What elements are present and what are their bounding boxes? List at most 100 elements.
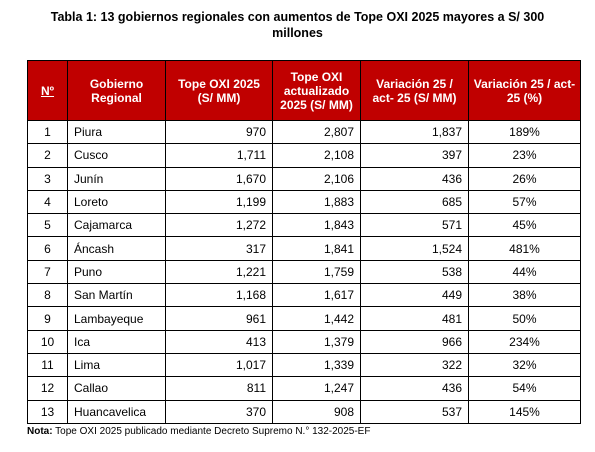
table-cell: 12 [27, 376, 68, 401]
table-cell: 370 [165, 399, 273, 424]
header-row: Nº Gobierno Regional Tope OXI 2025 (S/ MM)… [27, 60, 581, 121]
table-cell: 189% [468, 119, 581, 145]
header-cell: Nº [27, 60, 68, 121]
table-cell: 6 [27, 236, 68, 261]
table-cell: 481% [468, 236, 581, 261]
table-cell: 2,108 [272, 143, 361, 168]
table-cell: 322 [360, 352, 469, 378]
table-cell: 7 [27, 259, 68, 285]
table-body: 1 Piura 970 2,807 1,837 189% 2 Cusco 1,711 2,108 3… [27, 119, 581, 424]
table-cell: 1,442 [272, 306, 361, 331]
table-cell: 1,524 [360, 236, 469, 261]
table-cell: 1,017 [165, 352, 273, 378]
table-cell: 397 [360, 143, 469, 168]
table-cell: 436 [360, 376, 469, 401]
header-cell: Tope OXI 2025 (S/ MM) [165, 60, 273, 121]
table-cell: 538 [360, 259, 469, 285]
table-cell: 1,837 [360, 119, 469, 145]
table-row: 9 Lambayeque 961 1,442 481 50% [27, 306, 581, 331]
table-cell: 13 [27, 399, 68, 424]
table-cell: Callao [67, 376, 166, 401]
table-row: 11 Lima 1,017 1,339 322 32% [27, 352, 581, 378]
table-cell: Ica [67, 329, 166, 354]
table-cell: 54% [468, 376, 581, 401]
table-cell: 32% [468, 352, 581, 378]
table-row: 7 Puno 1,221 1,759 538 44% [27, 259, 581, 285]
table-cell: 9 [27, 306, 68, 331]
note: Nota: Tope OXI 2025 publicado mediante D… [27, 426, 370, 437]
table-cell: 11 [27, 352, 68, 378]
note-text: Tope OXI 2025 publicado mediante Decreto… [55, 426, 371, 437]
table-cell: Huancavelica [67, 399, 166, 424]
table-cell: 449 [360, 283, 469, 308]
table-cell: 1,199 [165, 189, 273, 215]
table-row: 4 Loreto 1,199 1,883 685 57% [27, 189, 581, 215]
table-cell: Áncash [67, 236, 166, 261]
table-cell: 234% [468, 329, 581, 354]
table-cell: 1,843 [272, 213, 361, 238]
table-cell: 45% [468, 213, 581, 238]
table-cell: Cajamarca [67, 213, 166, 238]
table-cell: 38% [468, 283, 581, 308]
table-cell: 908 [272, 399, 361, 424]
table-cell: 970 [165, 119, 273, 145]
table-cell: 57% [468, 189, 581, 215]
table-row: 5 Cajamarca 1,272 1,843 571 45% [27, 213, 581, 238]
table-row: 8 San Martín 1,168 1,617 449 38% [27, 283, 581, 308]
table-cell: 436 [360, 166, 469, 191]
table-row: 1 Piura 970 2,807 1,837 189% [27, 119, 581, 145]
table-cell: Loreto [67, 189, 166, 215]
table-cell: Lambayeque [67, 306, 166, 331]
table-cell: 23% [468, 143, 581, 168]
table-cell: 1,759 [272, 259, 361, 285]
table-cell: 1,168 [165, 283, 273, 308]
table-cell: 5 [27, 213, 68, 238]
table-row: 6 Áncash 317 1,841 1,524 481% [27, 236, 581, 261]
table-cell: 3 [27, 166, 68, 191]
table-cell: 1 [27, 119, 68, 145]
header-cell: Gobierno Regional [67, 60, 166, 121]
table-row: 12 Callao 811 1,247 436 54% [27, 376, 581, 401]
table-cell: 1,272 [165, 213, 273, 238]
header-cell: Variación 25 / act- 25 (S/ MM) [360, 60, 469, 121]
table-cell: 537 [360, 399, 469, 424]
table-row: 10 Ica 413 1,379 966 234% [27, 329, 581, 354]
table-cell: 481 [360, 306, 469, 331]
table-cell: 961 [165, 306, 273, 331]
table-cell: 413 [165, 329, 273, 354]
table-cell: 8 [27, 283, 68, 308]
table-cell: 1,617 [272, 283, 361, 308]
table-cell: Junín [67, 166, 166, 191]
table-cell: 10 [27, 329, 68, 354]
table-cell: 1,711 [165, 143, 273, 168]
table-cell: 317 [165, 236, 273, 261]
table-cell: 685 [360, 189, 469, 215]
table-cell: Cusco [67, 143, 166, 168]
table-row: 13 Huancavelica 370 908 537 145% [27, 399, 581, 424]
table-cell: Puno [67, 259, 166, 285]
table-cell: 2 [27, 143, 68, 168]
header-cell: Variación 25 / act-25 (%) [468, 60, 581, 121]
table-cell: 2,807 [272, 119, 361, 145]
table-cell: 1,841 [272, 236, 361, 261]
table-cell: Lima [67, 352, 166, 378]
table-cell: 1,247 [272, 376, 361, 401]
table-row: 3 Junín 1,670 2,106 436 26% [27, 166, 581, 191]
note-label: Nota: [27, 426, 53, 437]
table-cell: 4 [27, 189, 68, 215]
table-cell: 1,339 [272, 352, 361, 378]
table-cell: 50% [468, 306, 581, 331]
table-cell: 26% [468, 166, 581, 191]
table-cell: 1,221 [165, 259, 273, 285]
data-table: Nº Gobierno Regional Tope OXI 2025 (S/ MM)… [27, 60, 581, 424]
table-cell: 1,670 [165, 166, 273, 191]
table-cell: 966 [360, 329, 469, 354]
table-cell: 2,106 [272, 166, 361, 191]
table-cell: 571 [360, 213, 469, 238]
table-cell: 44% [468, 259, 581, 285]
table-cell: 1,883 [272, 189, 361, 215]
table-cell: 1,379 [272, 329, 361, 354]
table-title: Tabla 1: 13 gobiernos regionales con aum… [50, 10, 545, 40]
table-cell: Piura [67, 119, 166, 145]
